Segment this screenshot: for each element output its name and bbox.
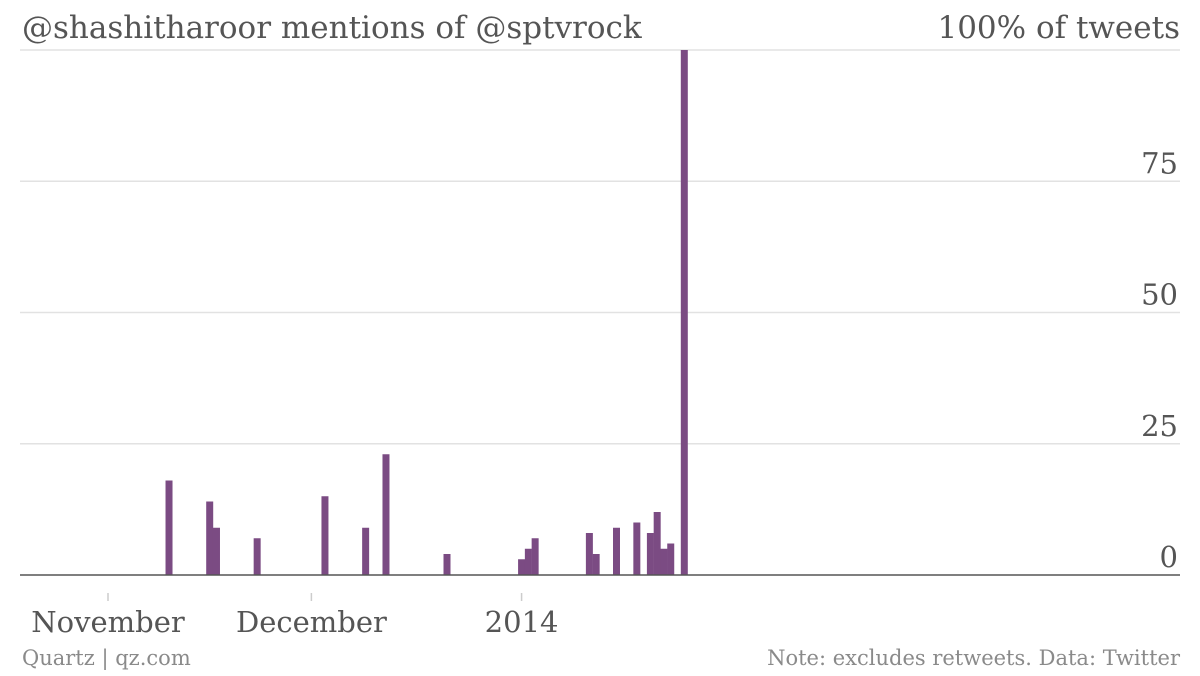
bar <box>518 559 526 575</box>
bar <box>253 538 261 575</box>
y-tick-label: 75 <box>1141 146 1178 180</box>
bar <box>592 554 600 575</box>
bar <box>653 512 661 575</box>
bar <box>633 522 641 575</box>
bar <box>667 543 675 575</box>
bar <box>531 538 539 575</box>
x-tick-label: November <box>31 605 185 639</box>
bar <box>212 527 220 575</box>
bar <box>646 533 654 575</box>
bar <box>362 527 370 575</box>
bar <box>585 533 593 575</box>
source-credit: Quartz | qz.com <box>22 646 191 670</box>
bar <box>524 548 532 575</box>
bar <box>680 50 688 575</box>
data-note: Note: excludes retweets. Data: Twitter <box>767 646 1180 670</box>
chart-title: @shashitharoor mentions of @sptvrock <box>22 10 642 46</box>
y-tick-label: 0 <box>1160 540 1178 574</box>
bar <box>382 454 390 575</box>
bar <box>660 548 668 575</box>
bar <box>321 496 329 575</box>
bar <box>206 501 214 575</box>
y-tick-label: 50 <box>1141 278 1178 312</box>
bar <box>165 480 173 575</box>
x-tick-label: December <box>236 605 387 639</box>
x-tick-label: 2014 <box>485 605 559 639</box>
y-axis-unit-label: 100% of tweets <box>937 10 1180 46</box>
bar <box>443 554 451 575</box>
bar <box>613 527 620 575</box>
y-tick-label: 25 <box>1141 409 1178 443</box>
